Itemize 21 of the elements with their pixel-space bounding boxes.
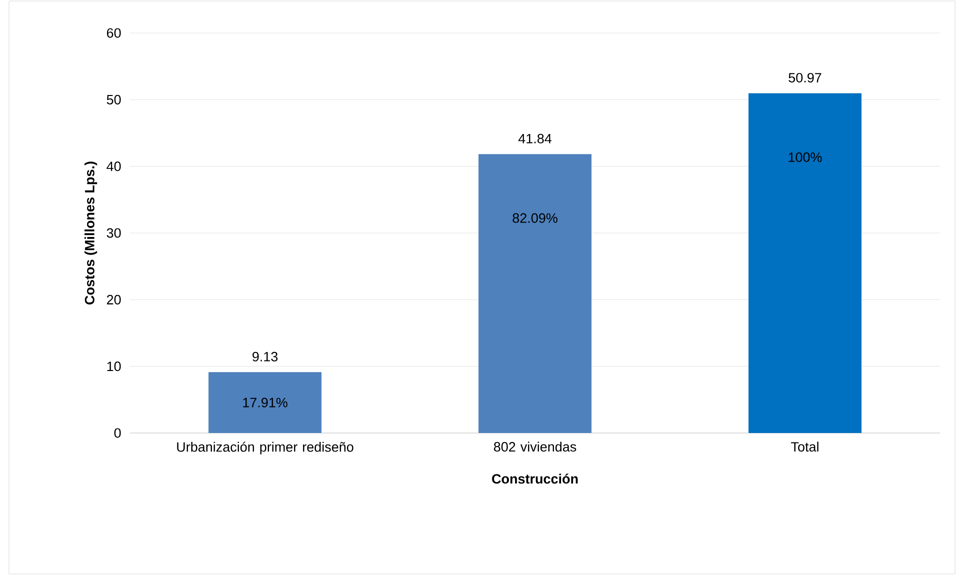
annotation: 100% <box>788 152 822 162</box>
bar <box>208 372 322 433</box>
y-tick-label: 10 <box>107 362 121 372</box>
y-tick-label: 50 <box>106 94 121 104</box>
data-label: 9.13 <box>252 352 278 362</box>
annotation: 17.91% <box>243 398 288 408</box>
x-tick-label: 802 viviendas <box>494 442 576 452</box>
y-tick-label: 60 <box>106 28 121 38</box>
y-tick-label: 40 <box>106 162 121 172</box>
y-tick-label: 20 <box>106 294 121 304</box>
y-axis-title: Costos (Millones Lps.) <box>84 162 98 304</box>
data-label: 50.97 <box>788 72 822 82</box>
y-tick-label: 30 <box>106 228 121 238</box>
bar <box>478 154 592 433</box>
x-tick-label: Total <box>791 442 818 452</box>
annotation: 82.09% <box>512 213 558 223</box>
y-tick-label: 0 <box>114 428 121 438</box>
x-tick-label: Urbanización primer rediseño <box>177 442 354 454</box>
bar <box>748 93 862 433</box>
data-label: 41.84 <box>518 134 552 144</box>
x-axis-title: Construcción <box>492 474 578 484</box>
